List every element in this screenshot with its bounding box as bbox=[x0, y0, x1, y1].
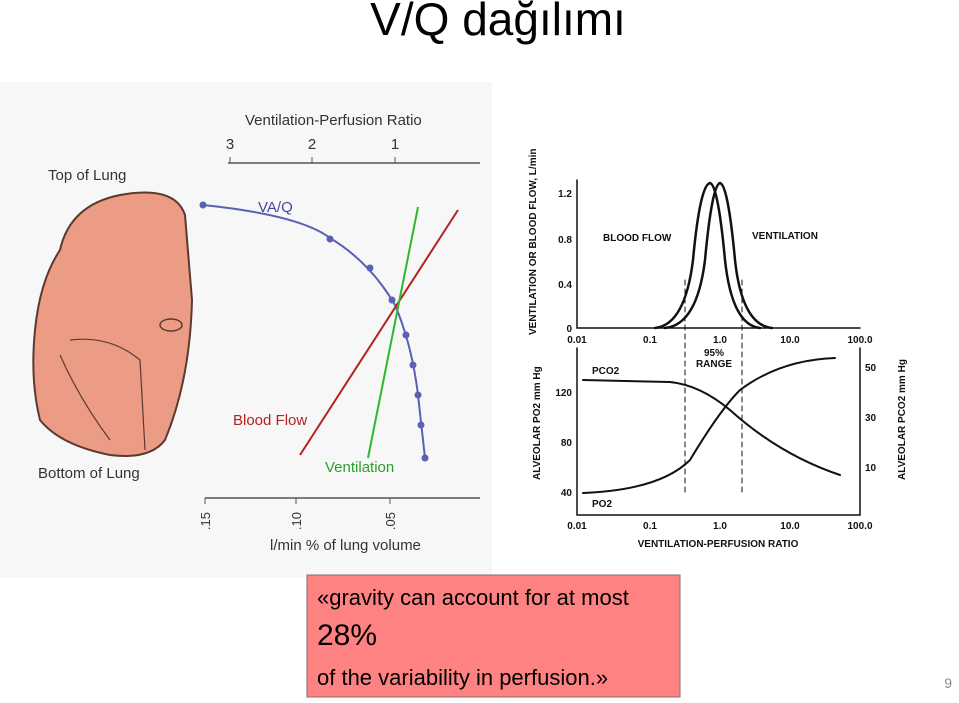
tick-label: 3 bbox=[226, 136, 234, 153]
left-figure: Ventilation-Perfusion Ratio 3 2 1 Top of… bbox=[0, 82, 492, 578]
tick-label: 10 bbox=[865, 463, 877, 474]
label: PCO2 bbox=[592, 366, 620, 377]
blood-flow-line bbox=[299, 209, 459, 456]
tick-label: 30 bbox=[865, 413, 877, 424]
tick-label: 0.01 bbox=[567, 521, 587, 532]
axis-line bbox=[576, 347, 861, 516]
tick-label: 0.1 bbox=[643, 335, 657, 346]
tick-label: 80 bbox=[561, 438, 573, 449]
right-figure: VENTILATION OR BLOOD FLOW, L/min 1.2 0.8… bbox=[528, 149, 908, 550]
label: BLOOD FLOW bbox=[603, 233, 672, 244]
lung-fissure bbox=[59, 338, 146, 451]
axis-title: ALVEOLAR PCO2 mm Hg bbox=[897, 359, 908, 480]
ventilation-line bbox=[367, 206, 419, 459]
tick-label: 100.0 bbox=[847, 335, 872, 346]
quote-box bbox=[306, 574, 681, 698]
slide-title: V/Q dağılımı bbox=[370, 0, 626, 45]
blood-flow-curve bbox=[653, 181, 762, 330]
quote-line: of the variability in perfusion.» bbox=[317, 665, 608, 690]
axis-title: VENTILATION-PERFUSION RATIO bbox=[638, 539, 799, 550]
ventilation-curve bbox=[663, 181, 774, 330]
axis-line bbox=[576, 179, 861, 329]
curve-label: Blood Flow bbox=[233, 412, 307, 429]
label: 95% bbox=[704, 348, 724, 359]
pco2-curve bbox=[582, 379, 841, 476]
label: Bottom of Lung bbox=[38, 465, 140, 482]
tick-label: .15 bbox=[198, 512, 213, 530]
page-number: 9 bbox=[944, 675, 952, 691]
quote-line: «gravity can account for at most bbox=[317, 585, 629, 610]
label: PO2 bbox=[592, 499, 612, 510]
po2-curve bbox=[582, 357, 836, 494]
axis-title: l/min % of lung volume bbox=[270, 537, 421, 554]
tick-label: 40 bbox=[561, 488, 573, 499]
tick-label: 0.4 bbox=[558, 280, 572, 291]
label: VENTILATION bbox=[752, 231, 818, 242]
curve-label: VA/Q bbox=[258, 199, 293, 216]
tick-label: 2 bbox=[308, 136, 316, 153]
tick-label: 0.01 bbox=[567, 335, 587, 346]
tick-label: .05 bbox=[383, 512, 398, 530]
tick-label: 10.0 bbox=[780, 521, 800, 532]
label: RANGE bbox=[696, 359, 732, 370]
tick-label: 0 bbox=[566, 324, 572, 335]
axis-title: ALVEOLAR PO2 mm Hg bbox=[532, 366, 543, 480]
tick-label: 120 bbox=[555, 388, 572, 399]
tick-label: 1.0 bbox=[713, 335, 727, 346]
hilum bbox=[159, 318, 183, 332]
label: Top of Lung bbox=[48, 167, 126, 184]
vaq-dots bbox=[199, 201, 429, 462]
tick-label: 10.0 bbox=[780, 335, 800, 346]
axis-title: VENTILATION OR BLOOD FLOW, L/min bbox=[528, 149, 539, 335]
vaq-curve bbox=[202, 204, 426, 459]
tick-label: 1.0 bbox=[713, 521, 727, 532]
curve-label: Ventilation bbox=[325, 459, 394, 476]
lung bbox=[32, 191, 194, 457]
axis-title: Ventilation-Perfusion Ratio bbox=[245, 112, 422, 129]
quote-emphasis: 28% bbox=[317, 619, 377, 652]
tick-label: .10 bbox=[289, 512, 304, 530]
tick-label: 1 bbox=[391, 136, 399, 153]
tick-label: 100.0 bbox=[847, 521, 872, 532]
tick-label: 1.2 bbox=[558, 189, 572, 200]
tick-label: 0.8 bbox=[558, 235, 572, 246]
tick-label: 0.1 bbox=[643, 521, 657, 532]
tick-label: 50 bbox=[865, 363, 877, 374]
